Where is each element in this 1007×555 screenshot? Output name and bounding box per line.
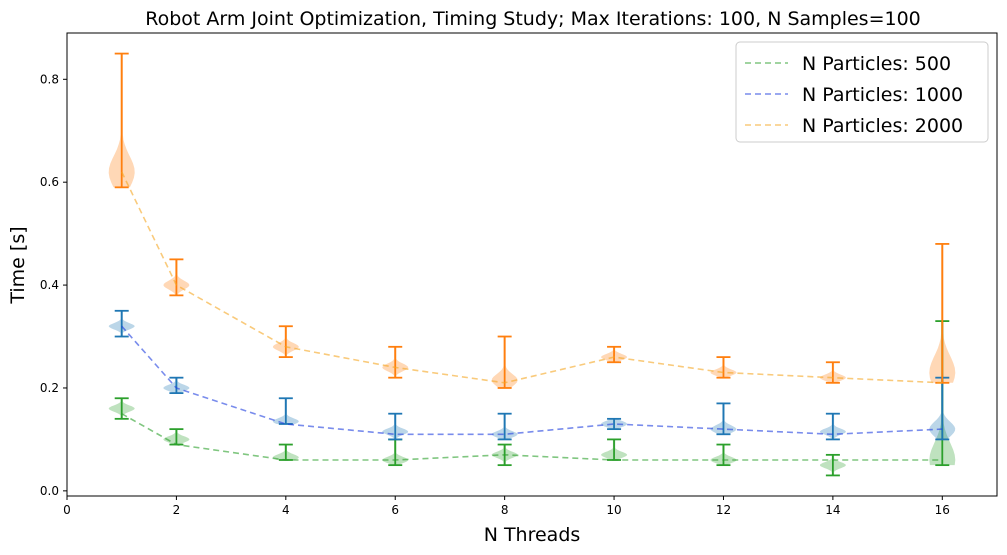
x-tick-label: 14 xyxy=(825,503,840,517)
chart-title: Robot Arm Joint Optimization, Timing Stu… xyxy=(145,8,921,30)
x-tick-label: 8 xyxy=(501,503,509,517)
y-tick-label: 0.2 xyxy=(40,381,59,395)
legend: N Particles: 500 N Particles: 1000 N Parti… xyxy=(735,41,989,143)
y-tick-label: 0.4 xyxy=(40,278,59,292)
series-mean-line xyxy=(120,171,943,384)
plot-frame xyxy=(66,32,998,497)
y-tick-label: 0.8 xyxy=(40,72,59,86)
x-tick-label: 12 xyxy=(716,503,731,517)
y-tick-label: 0.0 xyxy=(40,484,59,498)
x-tick-label: 6 xyxy=(391,503,399,517)
legend-box xyxy=(735,41,989,143)
series-mean-line xyxy=(121,413,943,461)
y-axis-title: Time [s] xyxy=(7,226,29,304)
x-axis-title: N Threads xyxy=(484,524,581,546)
x-tick-label: 16 xyxy=(935,503,950,517)
legend-label: N Particles: 2000 xyxy=(802,115,963,137)
series-mean-line xyxy=(121,325,943,436)
legend-label: N Particles: 1000 xyxy=(802,84,963,106)
y-tick-label: 0.6 xyxy=(40,175,59,189)
x-tick-label: 2 xyxy=(173,503,181,517)
x-tick-label: 4 xyxy=(282,503,290,517)
legend-label: N Particles: 500 xyxy=(802,53,951,75)
x-axis-ticks: 0 2 4 6 8 10 12 14 16 xyxy=(63,496,950,517)
x-tick-label: 0 xyxy=(63,503,71,517)
x-tick-label: 10 xyxy=(606,503,621,517)
mean-lines-layer xyxy=(120,171,943,461)
y-axis-ticks: 0.0 0.2 0.4 0.6 0.8 xyxy=(40,72,67,498)
